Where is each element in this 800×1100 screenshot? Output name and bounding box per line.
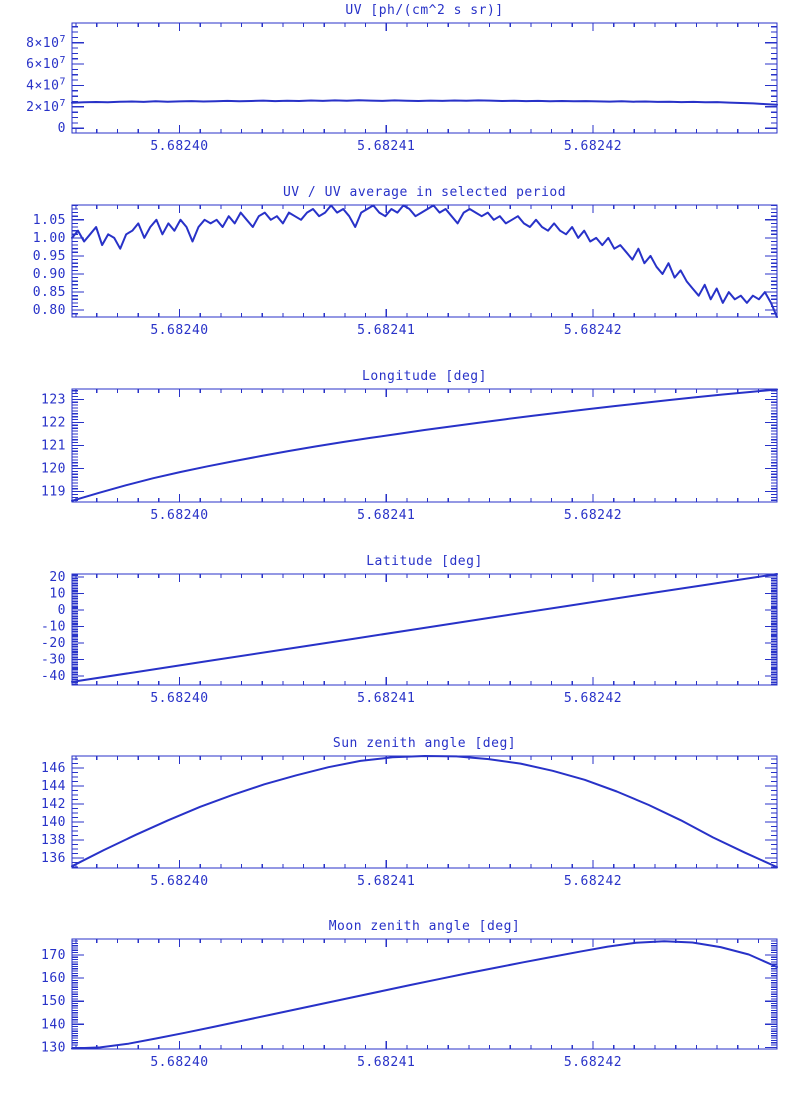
x-tick-label: 5.68241 <box>357 139 415 154</box>
y-tick-label: 140 <box>41 1017 66 1032</box>
x-tick-label: 5.68242 <box>564 691 622 706</box>
y-tick-label: 121 <box>41 439 66 454</box>
plot-panel-0: 5.68240 5.68241 5.68242 0 2×107 4×107 6×107 8×1… <box>26 22 778 154</box>
x-tick-label: 5.68240 <box>150 323 208 338</box>
plot-title-longitude: Longitude [deg] <box>362 369 487 384</box>
y-tick-label: 146 <box>41 761 66 776</box>
plot-frame <box>71 388 778 503</box>
data-line <box>71 388 778 502</box>
x-tick-label: 5.68241 <box>357 508 415 523</box>
ticks <box>72 574 777 685</box>
plot-frame <box>71 204 778 318</box>
ticks <box>72 23 777 133</box>
plot-title-latitude: Latitude [deg] <box>366 554 483 569</box>
y-tick-label: 10 <box>49 586 66 601</box>
x-tick-label: 5.68240 <box>150 508 208 523</box>
x-tick-label: 5.68242 <box>564 508 622 523</box>
plot-title-moon-zenith: Moon zenith angle [deg] <box>328 919 521 934</box>
y-tick-label: 122 <box>41 415 66 430</box>
x-tick-label: 5.68240 <box>150 1055 208 1070</box>
x-tick-label: 5.68242 <box>564 323 622 338</box>
y-tick-label: 140 <box>41 815 66 830</box>
y-tick-label: 150 <box>41 994 66 1009</box>
y-tick-label: 0.95 <box>33 249 66 264</box>
x-tick-label: 5.68242 <box>564 139 622 154</box>
plot-panel-5: 5.68240 5.68241 5.68242 130 140 150 160 170 <box>41 938 778 1070</box>
plot-frame <box>71 938 778 1050</box>
data-line <box>71 99 778 106</box>
y-tick-label: 0.90 <box>33 267 66 282</box>
x-tick-label: 5.68240 <box>150 874 208 889</box>
y-tick-label: -10 <box>41 619 66 634</box>
y-tick-label: 119 <box>41 485 66 500</box>
x-tick-label: 5.68242 <box>564 1055 622 1070</box>
y-tick-label: 0.80 <box>33 303 66 318</box>
x-tick-label: 5.68241 <box>357 1055 415 1070</box>
y-tick-label: 138 <box>41 833 66 848</box>
y-tick-label: 4×107 <box>26 76 66 93</box>
x-tick-label: 5.68241 <box>357 323 415 338</box>
y-tick-label: 123 <box>41 392 66 407</box>
ticks <box>72 939 777 1049</box>
y-tick-label: 136 <box>41 851 66 866</box>
y-tick-label: 20 <box>49 570 66 585</box>
x-tick-label: 5.68241 <box>357 691 415 706</box>
x-tick-label: 5.68240 <box>150 691 208 706</box>
x-tick-label: 5.68242 <box>564 874 622 889</box>
data-line <box>71 940 778 1050</box>
ticks <box>72 204 777 317</box>
plot-panel-1: 5.68240 5.68241 5.68242 0.80 0.85 0.90 0.95 1.0… <box>33 204 778 338</box>
ticks <box>72 756 777 868</box>
y-tick-label: 0.85 <box>33 285 66 300</box>
plot-title-uv-ratio: UV / UV average in selected period <box>282 185 567 200</box>
y-tick-label: -20 <box>41 636 66 651</box>
plot-panel-2: 5.68240 5.68241 5.68242 119 120 121 122 123 <box>41 388 778 523</box>
ticks <box>72 389 777 502</box>
x-tick-label: 5.68240 <box>150 139 208 154</box>
y-tick-label: -40 <box>41 669 66 684</box>
y-tick-label: 160 <box>41 971 66 986</box>
y-tick-label: 120 <box>41 462 66 477</box>
y-tick-label: 144 <box>41 779 66 794</box>
y-tick-label: 142 <box>41 797 66 812</box>
plot-frame <box>71 755 778 869</box>
data-line <box>71 755 778 869</box>
y-tick-label: 0 <box>58 121 66 136</box>
x-tick-label: 5.68241 <box>357 874 415 889</box>
y-tick-label: 8×107 <box>26 34 66 51</box>
y-tick-label: 130 <box>41 1040 66 1055</box>
y-tick-label: -30 <box>41 652 66 667</box>
y-tick-label: 0 <box>58 603 66 618</box>
plot-panel-4: 5.68240 5.68241 5.68242 136 138 140 142 144 146 <box>41 755 778 889</box>
plot-title-sun-zenith: Sun zenith angle [deg] <box>332 736 517 751</box>
y-tick-label: 2×107 <box>26 98 66 115</box>
y-tick-label: 6×107 <box>26 55 66 72</box>
data-line <box>71 573 778 683</box>
y-tick-label: 170 <box>41 948 66 963</box>
data-line <box>71 204 778 318</box>
plot-frame <box>71 22 778 134</box>
y-tick-label: 1.05 <box>33 213 66 228</box>
plot-title-uv: UV [ph/(cm^2 s sr)] <box>345 3 504 18</box>
y-tick-label: 1.00 <box>33 231 66 246</box>
